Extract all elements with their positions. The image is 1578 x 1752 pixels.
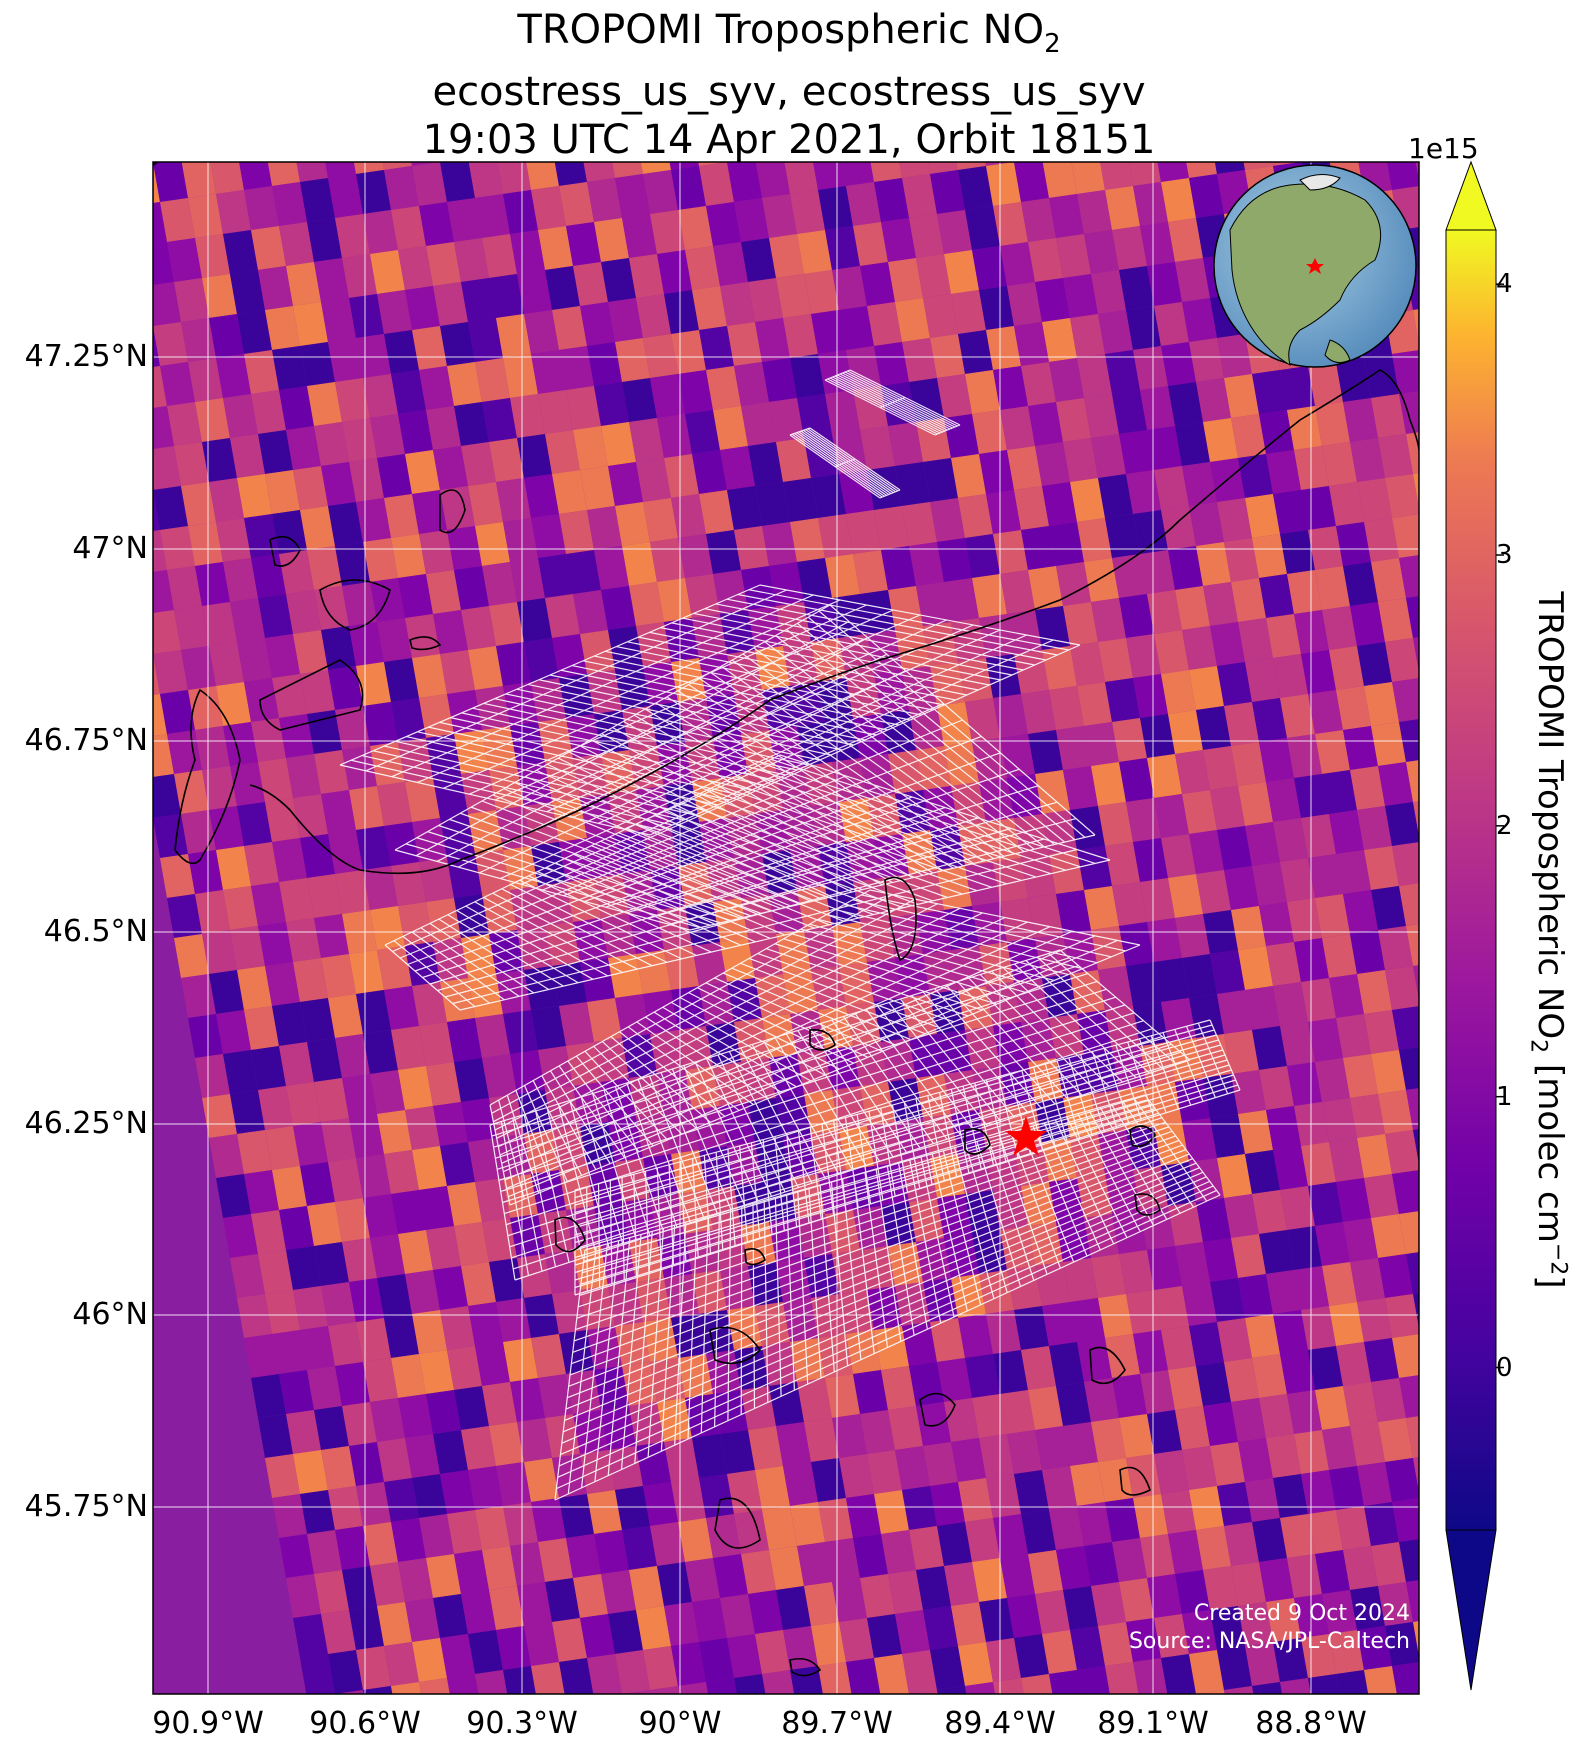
globe-icon: [1213, 164, 1417, 368]
lon-tick-label: 89.4°W: [944, 1706, 1056, 1741]
footprint-grid: [789, 427, 901, 499]
lon-tick-label: 90.9°W: [152, 1706, 264, 1741]
colorbar-label: TROPOMI Tropospheric NO2 [molec cm−2]: [1525, 591, 1571, 1289]
colorbar-exponent: 1e15: [1408, 132, 1479, 165]
globe-site-star-icon: [1306, 258, 1324, 274]
lon-tick-label: 88.8°W: [1255, 1706, 1367, 1741]
source-credit: Source: NASA/JPL-Caltech: [1128, 1629, 1410, 1654]
map-area: [153, 162, 1419, 1694]
no2-pixel-layer: [153, 162, 1419, 1694]
lat-tick-label: 47.25°N: [24, 339, 148, 374]
coastline-lines: [153, 162, 1419, 1677]
lon-tick-label: 89.7°W: [781, 1706, 893, 1741]
footprint-grid: [824, 369, 961, 436]
map-frame: [152, 161, 1420, 1695]
map-gridlines: [153, 162, 1419, 1694]
figure-title: TROPOMI Tropospheric NO2 ecostress_us_sy…: [0, 6, 1578, 164]
colorbar: [1445, 160, 1504, 1691]
ecostress-footprint-grids: [339, 369, 1241, 1501]
colorbar-tick-label: 0: [1496, 1352, 1513, 1383]
lon-tick-label: 90.6°W: [309, 1706, 421, 1741]
lat-tick-label: 46.25°N: [24, 1106, 148, 1141]
credits: Created 9 Oct 2024 Source: NASA/JPL-Calt…: [1129, 1600, 1410, 1656]
colorbar-tick-label: 2: [1496, 810, 1513, 841]
title-line-3: 19:03 UTC 14 Apr 2021, Orbit 18151: [422, 117, 1156, 163]
lon-tick-label: 89.1°W: [1097, 1706, 1209, 1741]
colorbar-tick-label: 1: [1496, 1081, 1513, 1112]
colorbar-tick-label: 4: [1496, 269, 1513, 300]
footprint-grid: [554, 1094, 1221, 1501]
lat-tick-label: 47°N: [72, 531, 148, 566]
lat-tick-label: 45.75°N: [24, 1489, 148, 1524]
created-date: Created 9 Oct 2024: [1193, 1601, 1410, 1626]
lon-tick-label: 90°W: [638, 1706, 722, 1741]
lat-tick-label: 46.75°N: [24, 723, 148, 758]
lon-tick-label: 90.3°W: [466, 1706, 578, 1741]
footprint-grid: [384, 754, 1111, 1011]
lat-tick-label: 46.5°N: [43, 914, 148, 949]
title-line-2: ecostress_us_syv, ecostress_us_syv: [432, 69, 1146, 115]
lat-tick-label: 46°N: [72, 1297, 148, 1332]
colorbar-tick-label: 3: [1496, 540, 1513, 570]
title-line-1: TROPOMI Tropospheric NO2: [517, 7, 1061, 59]
site-star-icon: [1005, 1116, 1047, 1156]
